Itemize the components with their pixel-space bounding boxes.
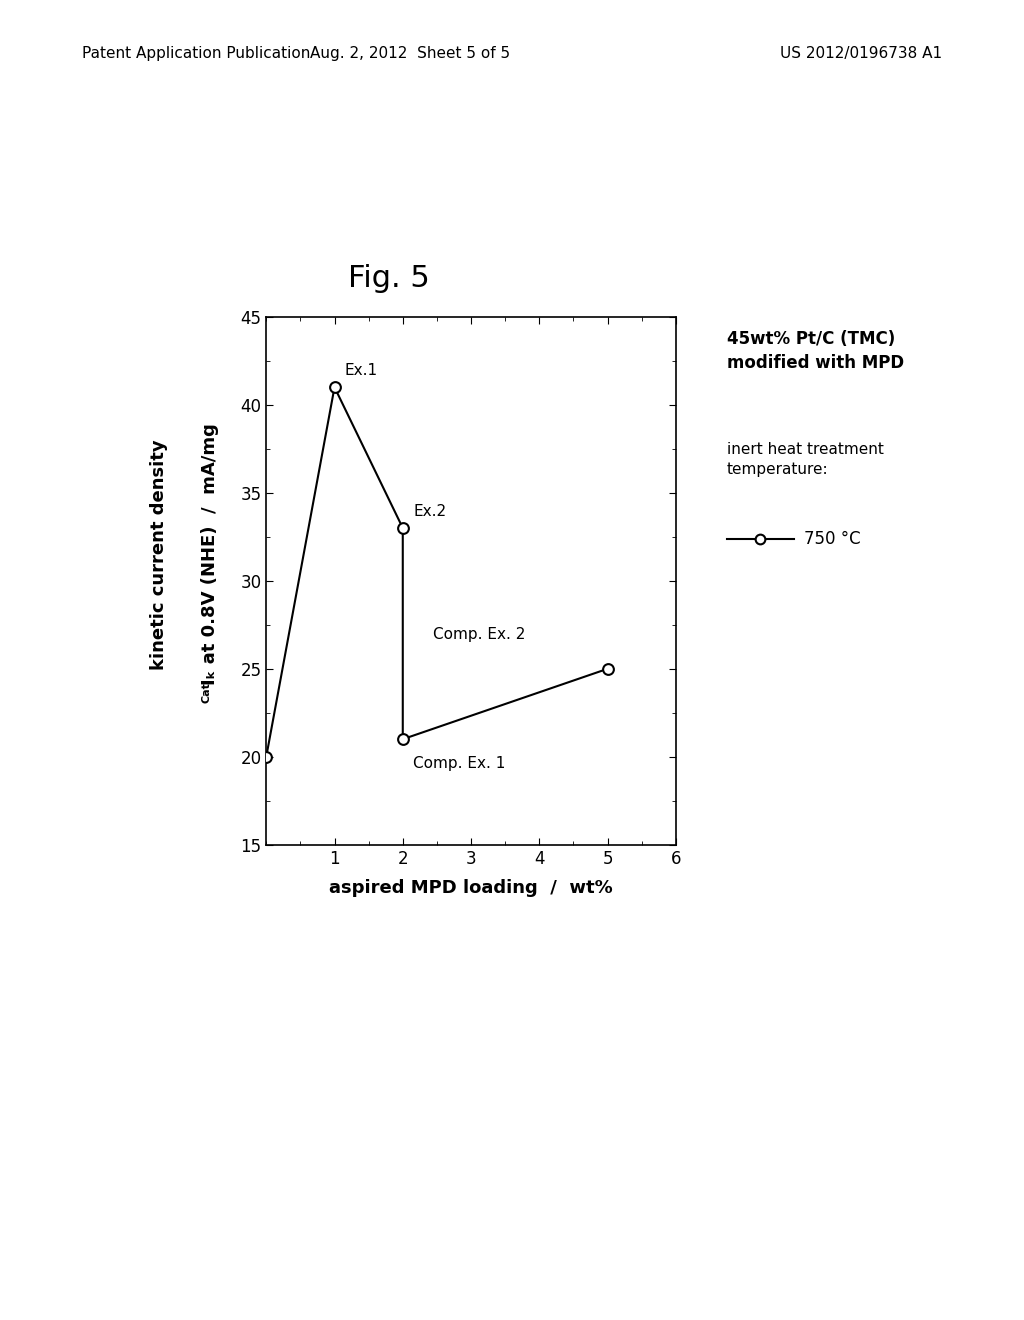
Point (394, 729, 411, 750)
Point (599, 659, 615, 680)
Text: Ex.2: Ex.2 (413, 504, 446, 519)
Text: Fig. 5: Fig. 5 (348, 264, 430, 293)
Point (327, 376, 343, 397)
Point (258, 746, 274, 767)
Text: kinetic current density: kinetic current density (150, 440, 168, 669)
X-axis label: aspired MPD loading  /  wt%: aspired MPD loading / wt% (329, 879, 613, 896)
Text: 45wt% Pt/C (TMC)
modified with MPD: 45wt% Pt/C (TMC) modified with MPD (727, 330, 904, 372)
Text: inert heat treatment
temperature:: inert heat treatment temperature: (727, 442, 884, 477)
Text: Patent Application Publication: Patent Application Publication (82, 46, 310, 61)
Text: 750 °C: 750 °C (804, 529, 860, 548)
Text: Cat: Cat (202, 682, 212, 704)
Text: Comp. Ex. 2: Comp. Ex. 2 (433, 627, 526, 643)
Text: Aug. 2, 2012  Sheet 5 of 5: Aug. 2, 2012 Sheet 5 of 5 (309, 46, 510, 61)
Text: Ex.1: Ex.1 (345, 363, 378, 379)
Text: Comp. Ex. 1: Comp. Ex. 1 (413, 756, 506, 771)
Text: Iₖ at 0.8V (NHE)  /  mA/mg: Iₖ at 0.8V (NHE) / mA/mg (201, 424, 219, 685)
Text: US 2012/0196738 A1: US 2012/0196738 A1 (780, 46, 942, 61)
Point (394, 517, 411, 539)
